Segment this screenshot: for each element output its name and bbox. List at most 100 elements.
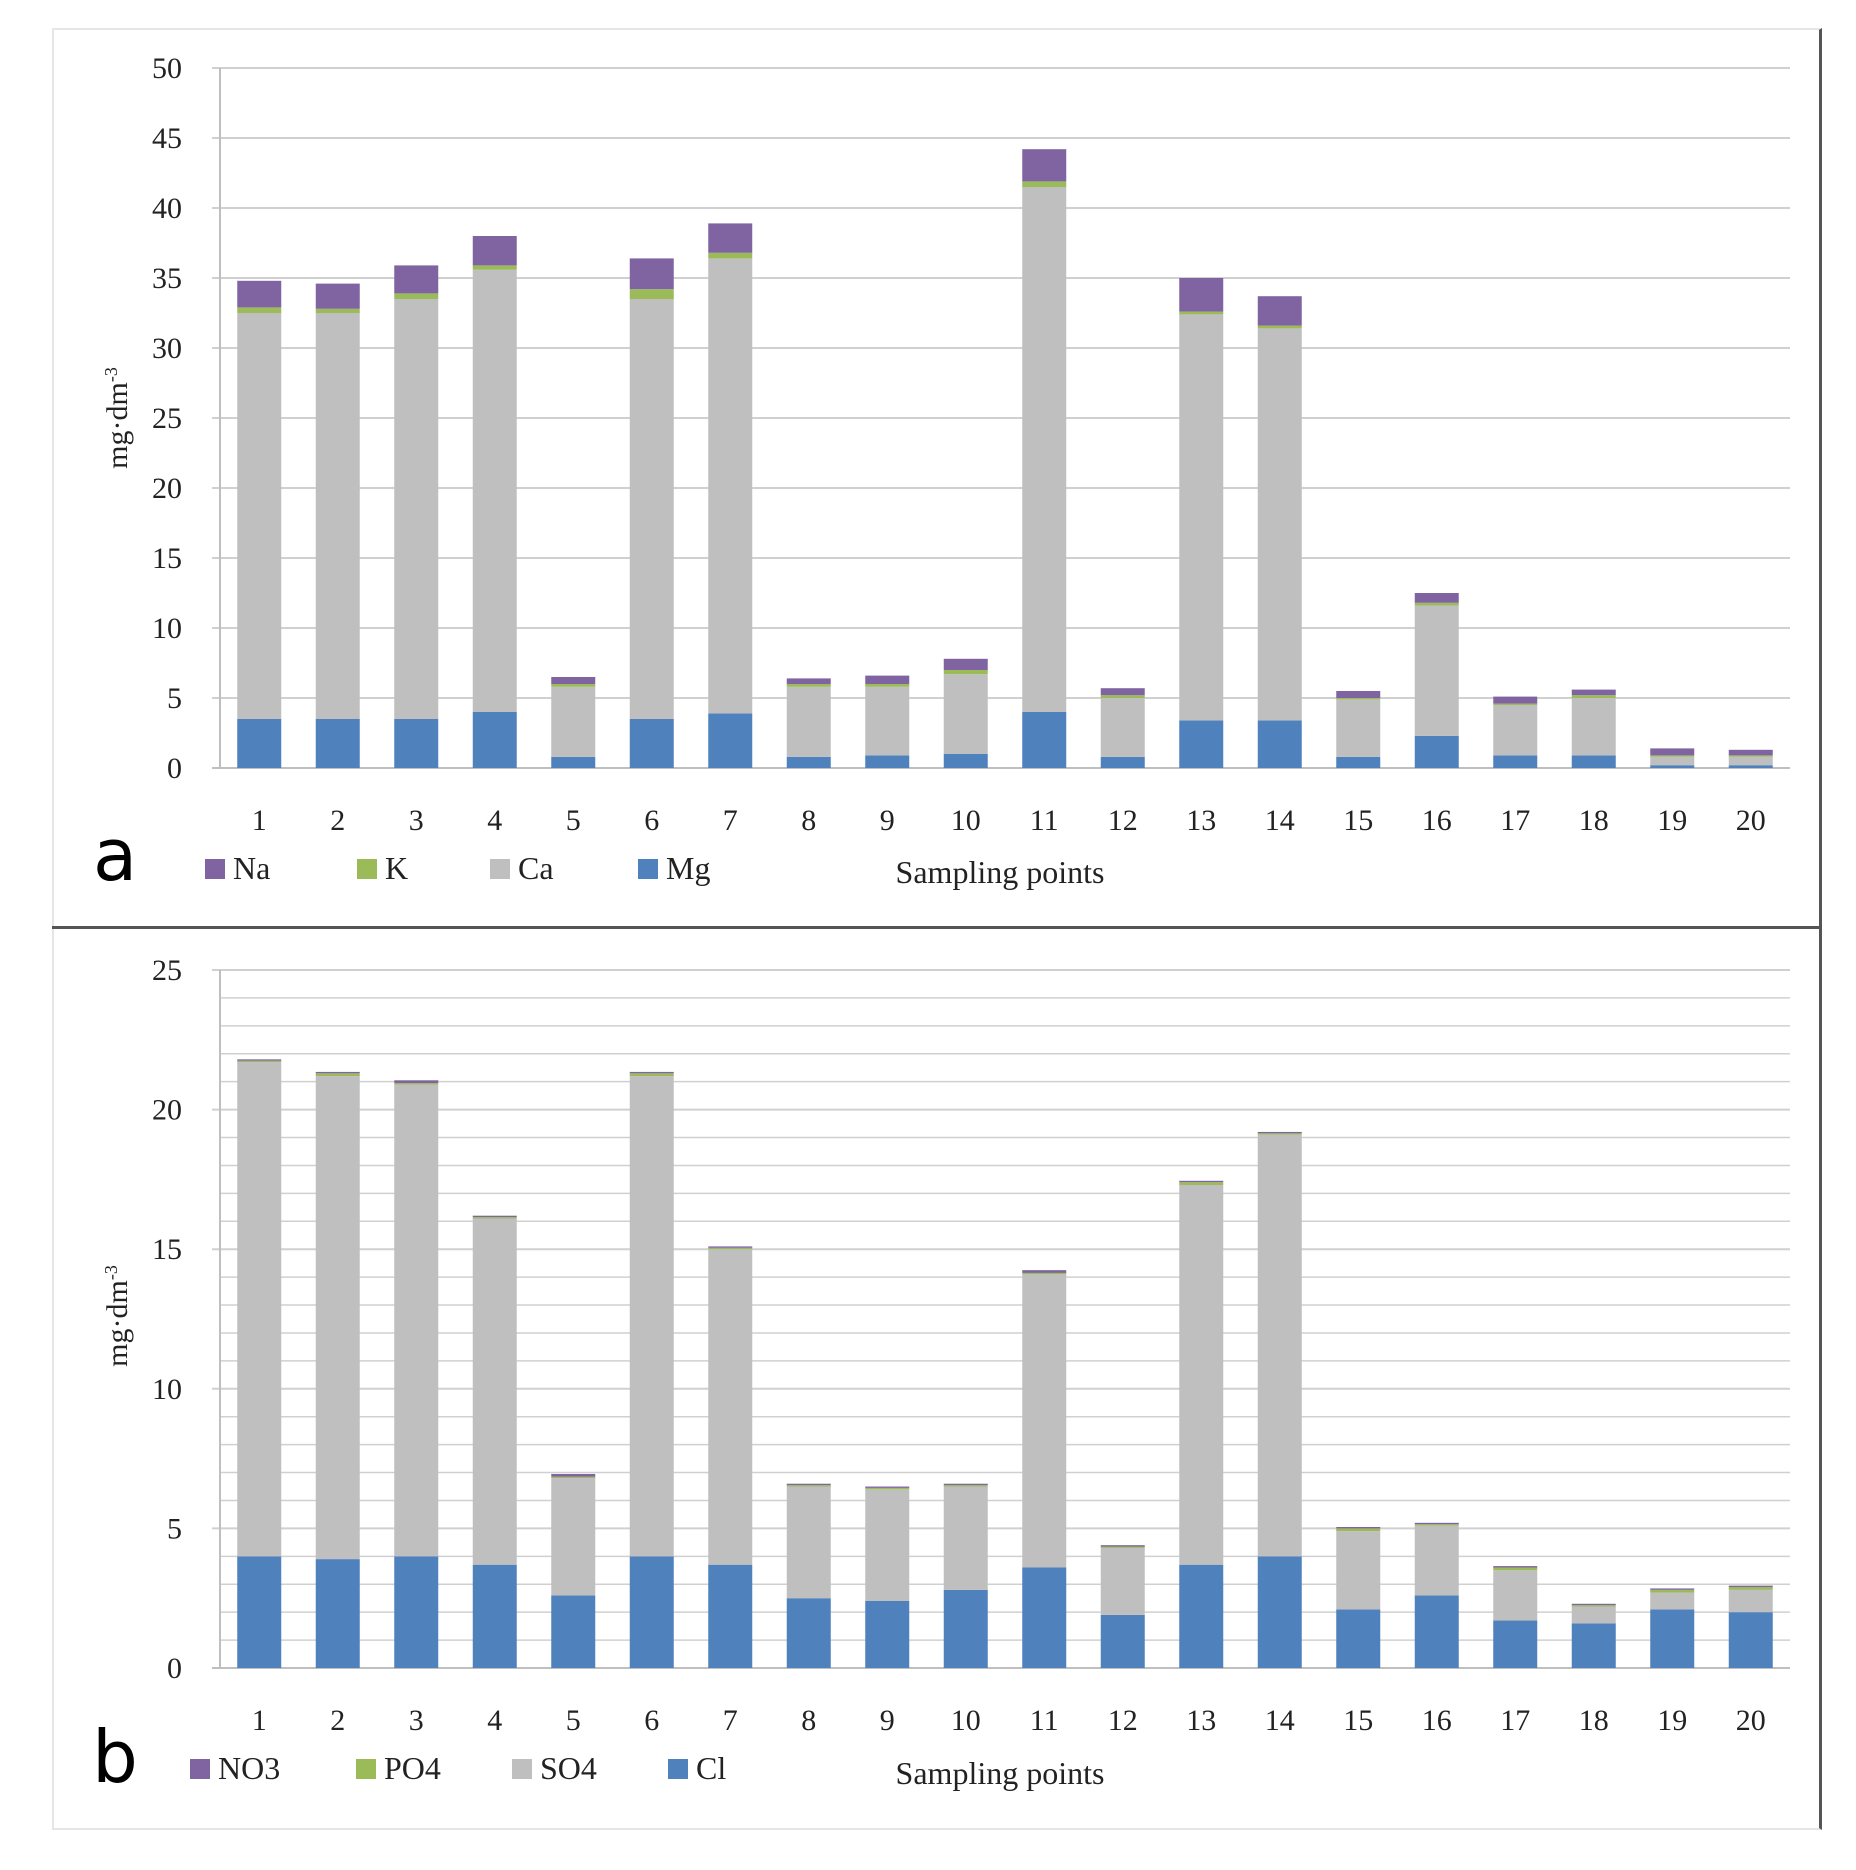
chart-b-bar-no3-6 (629, 1071, 674, 1074)
chart-a-ytick-label: 30 (152, 332, 182, 365)
chart-b-bar-no3-17 (1493, 1566, 1538, 1568)
chart-b-ytick-label: 15 (152, 1233, 182, 1266)
chart-b-bar-no3-11 (1022, 1270, 1067, 1273)
chart-b-bar-cl-5 (551, 1595, 596, 1668)
chart-a-bar-ca-11 (1022, 187, 1067, 712)
chart-b-legend-swatch-so4 (512, 1759, 532, 1779)
chart-a-xtick-label: 16 (1422, 804, 1452, 837)
chart-a-bar-k-2 (315, 308, 360, 313)
chart-a-bar-na-19 (1650, 748, 1695, 756)
chart-b-bar-cl-7 (708, 1564, 753, 1668)
chart-b-bar-cl-15 (1336, 1609, 1381, 1668)
chart-b-bar-no3-20 (1728, 1585, 1773, 1588)
chart-a-xtick-label: 19 (1657, 804, 1687, 837)
chart-b-bar-po4-8 (786, 1485, 831, 1487)
chart-a-bar-mg-19 (1650, 765, 1695, 768)
chart-a-xtick-label: 1 (252, 804, 267, 837)
chart-a-bar-k-8 (786, 684, 831, 687)
chart-b-bar-po4-9 (865, 1487, 910, 1490)
chart-b-bar-cl-11 (1022, 1567, 1067, 1668)
chart-b-ytick-label: 25 (152, 954, 182, 987)
chart-b-bar-cl-8 (786, 1598, 831, 1668)
chart-a-bar-mg-7 (708, 713, 753, 768)
chart-a-bar-ca-19 (1650, 756, 1695, 766)
chart-a-ytick-label: 0 (167, 752, 182, 785)
chart-b-bar-cl-10 (943, 1589, 988, 1668)
chart-b-bar-cl-16 (1414, 1595, 1459, 1668)
chart-b-xtick-label: 17 (1500, 1704, 1530, 1737)
chart-b-bar-so4-10 (943, 1486, 988, 1590)
chart-b-bar-po4-17 (1493, 1567, 1538, 1571)
chart-a-bar-na-7 (708, 223, 753, 253)
chart-b-xtick-label: 7 (723, 1704, 738, 1737)
chart-b-legend-swatch-cl (668, 1759, 688, 1779)
chart-b-bar-so4-11 (1022, 1274, 1067, 1568)
chart-b-bar-so4-12 (1100, 1547, 1145, 1615)
chart-b-xtick-label: 3 (409, 1704, 424, 1737)
chart-a-xtick-label: 5 (566, 804, 581, 837)
chart-a-bar-k-19 (1650, 755, 1695, 757)
chart-a-ytick-label: 50 (152, 52, 182, 85)
chart-a-bar-na-14 (1257, 296, 1302, 326)
chart-b-bar-cl-18 (1571, 1623, 1616, 1668)
chart-b-x-axis-label: Sampling points (896, 1755, 1105, 1791)
chart-b-bar-po4-4 (472, 1217, 517, 1219)
chart-b-bar-po4-6 (629, 1073, 674, 1077)
chart-b-legend-label-so4: SO4 (540, 1750, 597, 1786)
chart-b-bar-po4-20 (1728, 1587, 1773, 1590)
chart-b-bar-po4-11 (1022, 1272, 1067, 1275)
chart-a-xtick-label: 3 (409, 804, 424, 837)
chart-a-xtick-label: 11 (1030, 804, 1059, 837)
chart-a-bar-na-1 (237, 280, 282, 308)
chart-a-bar-k-3 (394, 293, 439, 299)
chart-a-bar-k-6 (629, 289, 674, 299)
chart-b-bar-no3-5 (551, 1473, 596, 1477)
chart-a-xtick-label: 18 (1579, 804, 1609, 837)
chart-a-bar-k-1 (237, 307, 282, 313)
chart-a-legend-label-ca: Ca (518, 850, 554, 886)
chart-b-bar-so4-4 (472, 1218, 517, 1565)
chart-b-bar-no3-2 (315, 1071, 360, 1074)
chart-a-bar-ca-18 (1571, 698, 1616, 756)
chart-b-bar-so4-14 (1257, 1134, 1302, 1557)
chart-b-bar-no3-16 (1414, 1522, 1459, 1525)
chart-a-bar-na-9 (865, 675, 910, 684)
chart-b-panel-label: b (92, 1715, 138, 1799)
chart-b-bar-no3-19 (1650, 1588, 1695, 1590)
chart-b-bar-so4-6 (629, 1076, 674, 1557)
chart-b-xtick-label: 8 (801, 1704, 816, 1737)
chart-a-bar-ca-1 (237, 313, 282, 719)
chart-a-bar-na-20 (1728, 749, 1773, 756)
chart-b-bar-cl-17 (1493, 1620, 1538, 1668)
chart-b-bar-no3-3 (394, 1080, 439, 1084)
chart-b-bar-cl-14 (1257, 1556, 1302, 1668)
chart-a-bar-k-20 (1728, 755, 1773, 757)
chart-b-legend-swatch-po4 (356, 1759, 376, 1779)
chart-a-xtick-label: 10 (951, 804, 981, 837)
chart-a-bar-k-17 (1493, 703, 1538, 705)
chart-a-bar-ca-9 (865, 686, 910, 756)
chart-a-bar-ca-17 (1493, 705, 1538, 756)
chart-b-bar-so4-8 (786, 1486, 831, 1599)
chart-b-bar-cl-19 (1650, 1609, 1695, 1668)
chart-b-bar-so4-15 (1336, 1531, 1381, 1610)
chart-b-xtick-label: 6 (644, 1704, 659, 1737)
chart-a-xtick-label: 13 (1186, 804, 1216, 837)
chart-b-bar-po4-7 (708, 1247, 753, 1250)
chart-a-bar-ca-20 (1728, 756, 1773, 766)
chart-a-bar-ca-8 (786, 686, 831, 757)
chart-a-x-axis-label: Sampling points (896, 854, 1105, 890)
chart-a-bar-mg-13 (1179, 720, 1224, 768)
chart-b-bar-no3-15 (1336, 1527, 1381, 1529)
chart-a-bar-ca-4 (472, 269, 517, 712)
chart-a-xtick-label: 4 (487, 804, 502, 837)
chart-a-bar-na-6 (629, 258, 674, 290)
chart-a-xtick-label: 14 (1265, 804, 1295, 837)
chart-b-bar-no3-9 (865, 1486, 910, 1488)
chart-b-xtick-label: 5 (566, 1704, 581, 1737)
chart-a-bar-mg-14 (1257, 720, 1302, 768)
chart-b-bar-no3-12 (1100, 1545, 1145, 1547)
chart-b-bar-cl-9 (865, 1600, 910, 1668)
chart-a-bar-ca-15 (1336, 699, 1381, 757)
chart-a-bar-ca-6 (629, 299, 674, 719)
